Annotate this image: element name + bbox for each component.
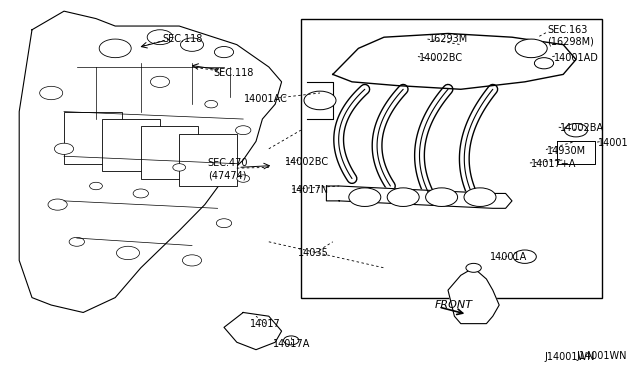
Text: SEC.118: SEC.118 xyxy=(213,68,254,77)
Polygon shape xyxy=(224,312,282,350)
Circle shape xyxy=(464,188,496,206)
Circle shape xyxy=(54,143,74,154)
Text: J14001WN: J14001WN xyxy=(545,352,595,362)
Circle shape xyxy=(237,175,250,182)
Polygon shape xyxy=(307,82,333,119)
Circle shape xyxy=(564,124,588,137)
Text: 16293M: 16293M xyxy=(429,34,468,44)
Circle shape xyxy=(426,188,458,206)
Text: J14001WN: J14001WN xyxy=(577,351,627,361)
Text: 14017N: 14017N xyxy=(291,185,330,195)
Circle shape xyxy=(387,188,419,206)
Polygon shape xyxy=(557,141,595,164)
Bar xyxy=(102,119,160,171)
Circle shape xyxy=(216,219,232,228)
Circle shape xyxy=(182,255,202,266)
Text: 14001A: 14001A xyxy=(490,252,527,262)
Text: 14001AC: 14001AC xyxy=(244,94,287,103)
Circle shape xyxy=(48,199,67,210)
Text: 14035: 14035 xyxy=(298,248,329,258)
Polygon shape xyxy=(448,268,499,324)
Text: SEC.470
(47474): SEC.470 (47474) xyxy=(207,158,248,180)
Circle shape xyxy=(284,336,299,345)
Text: 14017+A: 14017+A xyxy=(531,159,577,169)
Circle shape xyxy=(534,58,554,69)
Circle shape xyxy=(133,189,148,198)
Polygon shape xyxy=(333,33,576,89)
Text: 14930M: 14930M xyxy=(547,146,586,155)
Circle shape xyxy=(513,250,536,263)
Polygon shape xyxy=(19,11,282,312)
Circle shape xyxy=(99,39,131,58)
Text: 14001: 14001 xyxy=(598,138,629,148)
Text: 14017: 14017 xyxy=(250,319,281,328)
Circle shape xyxy=(236,126,251,135)
Text: 14002BC: 14002BC xyxy=(419,53,463,62)
Text: 14017A: 14017A xyxy=(273,339,310,349)
Circle shape xyxy=(150,76,170,87)
Bar xyxy=(179,134,237,186)
Circle shape xyxy=(40,86,63,100)
Circle shape xyxy=(515,39,547,58)
Text: 14002BC: 14002BC xyxy=(285,157,329,167)
Circle shape xyxy=(147,30,173,45)
Bar xyxy=(141,126,198,179)
Circle shape xyxy=(205,100,218,108)
Bar xyxy=(301,19,602,298)
Bar xyxy=(64,112,122,164)
Circle shape xyxy=(69,237,84,246)
Text: SEC.118: SEC.118 xyxy=(162,34,203,44)
Polygon shape xyxy=(326,186,512,208)
Circle shape xyxy=(173,164,186,171)
Circle shape xyxy=(304,91,336,110)
Circle shape xyxy=(90,182,102,190)
Text: 14001AD: 14001AD xyxy=(554,53,598,62)
Circle shape xyxy=(349,188,381,206)
Text: FRONT: FRONT xyxy=(435,300,473,310)
Text: SEC.163
(16298M): SEC.163 (16298M) xyxy=(547,25,594,46)
Circle shape xyxy=(116,246,140,260)
Circle shape xyxy=(466,263,481,272)
Circle shape xyxy=(180,38,204,51)
Text: 14002BA: 14002BA xyxy=(560,124,604,133)
Circle shape xyxy=(214,46,234,58)
